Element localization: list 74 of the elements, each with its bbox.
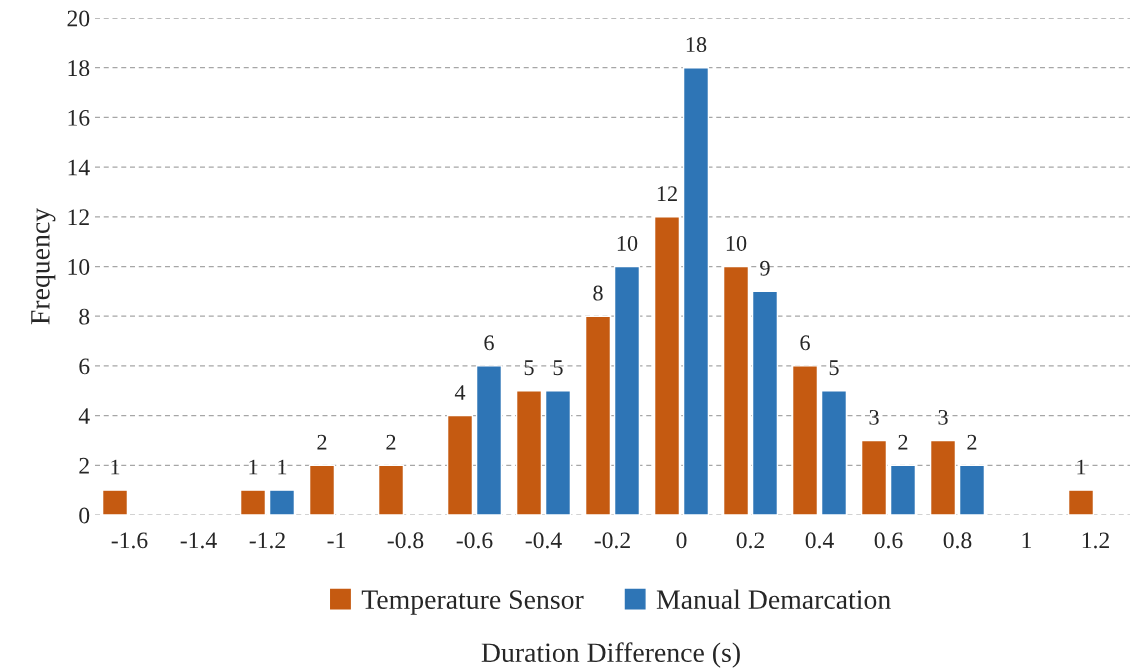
data-label: 4: [454, 385, 466, 400]
bar: [860, 439, 888, 515]
bar: [544, 390, 572, 515]
y-tick-label: 16: [68, 109, 90, 126]
y-tick-label: 18: [68, 60, 90, 77]
bar: [613, 265, 641, 515]
data-label: 6: [484, 335, 494, 351]
x-tick-label: 0.6: [874, 532, 903, 549]
x-tick-label: 0: [676, 532, 687, 549]
bar: [308, 464, 336, 515]
data-label: 8: [593, 285, 603, 301]
bar: [889, 464, 917, 515]
data-label: 12: [657, 186, 677, 201]
x-tick-label: 1.2: [1082, 532, 1109, 549]
data-label: 2: [317, 434, 327, 450]
x-tick-label: -1.4: [180, 532, 217, 549]
bar: [1067, 489, 1095, 515]
bar: [682, 67, 710, 515]
data-label: 10: [726, 235, 747, 251]
data-label: 3: [869, 409, 879, 425]
data-label: 10: [617, 235, 638, 251]
data-label: 5: [829, 360, 839, 376]
x-axis-title: Duration Difference (s): [481, 642, 740, 668]
data-label: 1: [1077, 459, 1086, 475]
data-label: 1: [249, 459, 258, 475]
data-label: 5: [524, 360, 534, 376]
bar: [446, 414, 474, 515]
bar: [929, 439, 957, 515]
x-tick-label: -0.2: [594, 532, 630, 549]
data-label: 2: [967, 434, 977, 450]
bar: [653, 216, 681, 515]
y-tick-label: 0: [79, 507, 90, 524]
x-tick-label: 0.4: [805, 532, 834, 549]
data-label: 1: [278, 459, 287, 475]
y-tick-label: 6: [79, 358, 90, 375]
x-tick-label: -0.6: [456, 532, 493, 549]
x-tick-label: -1.2: [249, 532, 285, 549]
bar: [751, 290, 779, 515]
x-tick-label: -1.6: [111, 532, 148, 549]
bar: [515, 390, 543, 515]
data-label: 6: [800, 335, 810, 351]
bar: [268, 489, 296, 515]
data-label: 1: [111, 459, 120, 475]
data-label: 2: [898, 434, 908, 450]
y-tick-label: 2: [79, 457, 89, 474]
x-tick-label: 0.8: [943, 532, 972, 549]
x-tick-label: -1: [327, 532, 345, 549]
bar: [584, 315, 612, 515]
bar: [958, 464, 986, 515]
bar: [722, 265, 750, 515]
x-tick-label: -0.4: [525, 532, 562, 549]
y-tick-label: 4: [78, 408, 90, 424]
data-label: 2: [386, 434, 396, 450]
y-tick-label: 14: [68, 159, 90, 176]
data-label: 18: [686, 37, 707, 53]
legend-label: Temperature Sensor: [361, 590, 584, 615]
bar: [475, 365, 503, 515]
legend-label: Manual Demarcation: [656, 589, 891, 610]
y-tick-label: 20: [67, 10, 90, 27]
bar: [791, 365, 819, 515]
bar: [101, 489, 129, 515]
bar: [820, 390, 848, 515]
y-axis-title: Frequency: [31, 207, 56, 325]
data-label: 9: [760, 260, 770, 276]
bar: [377, 464, 405, 515]
x-tick-label: -0.8: [387, 532, 424, 549]
x-tick-label: 1: [1022, 532, 1031, 549]
x-tick-label: 0.2: [736, 532, 764, 549]
data-label: 5: [553, 360, 563, 376]
y-tick-label: 8: [79, 308, 90, 325]
data-label: 3: [938, 409, 948, 425]
bar: [239, 489, 267, 515]
y-tick-label: 10: [68, 258, 90, 275]
y-tick-label: 12: [68, 209, 89, 225]
